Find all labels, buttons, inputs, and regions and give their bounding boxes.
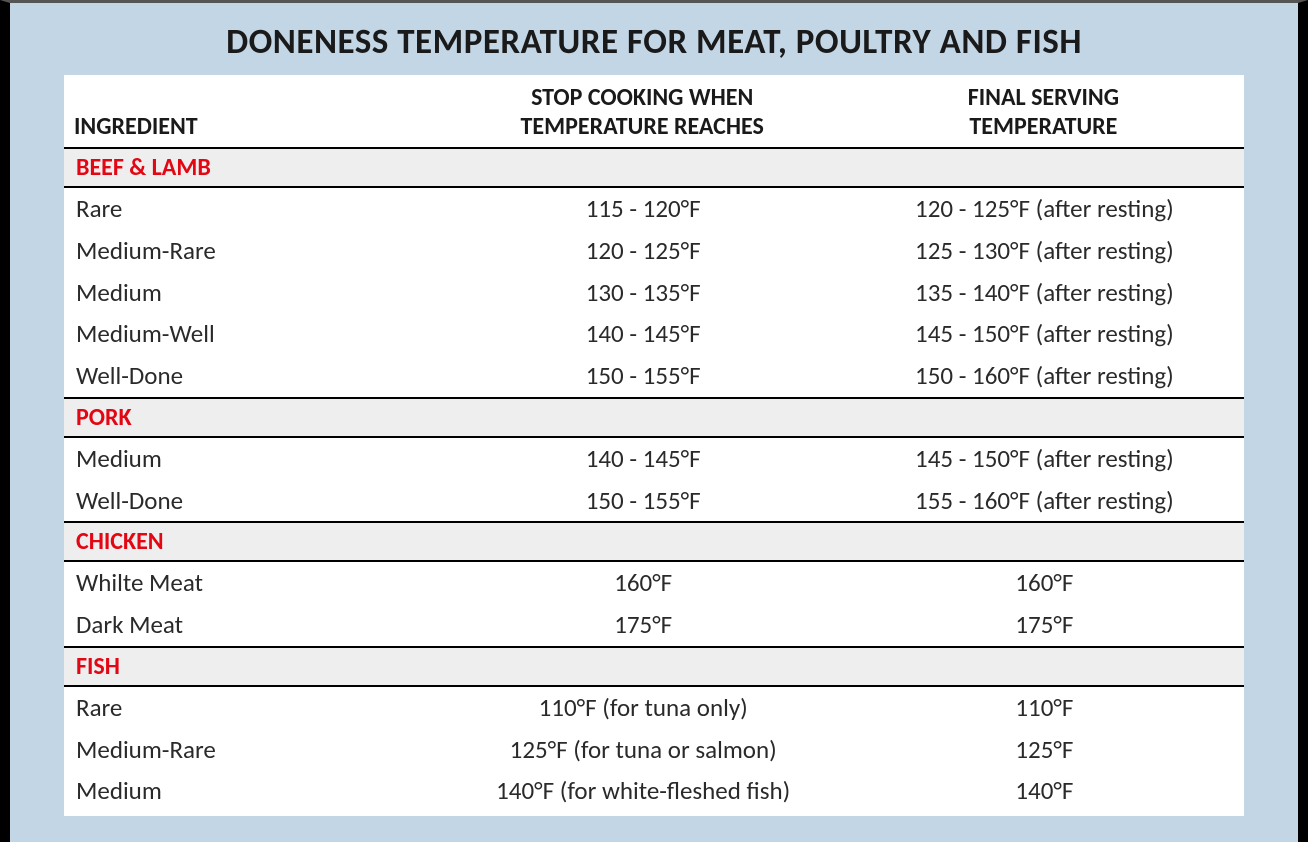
col-header-ingredient-text: INGREDIENT [74,112,198,141]
col-header-stop-text: STOP COOKING WHENTEMPERATURE REACHES [521,83,764,141]
cell-stop: 140 - 145°F [442,313,843,355]
section-name: FISH [64,647,1244,686]
table-row: Medium-Rare 120 - 125°F 125 - 130°F (aft… [64,230,1244,272]
table-row: Rare 115 - 120°F 120 - 125°F (after rest… [64,187,1244,230]
cell-final: 110°F [843,686,1244,729]
col-header-ingredient: INGREDIENT [64,75,442,148]
cell-final: 140°F [843,770,1244,816]
cell-final: 175°F [843,604,1244,647]
cell-final: 125°F [843,729,1244,771]
cell-stop: 140 - 145°F [442,437,843,480]
chart-frame: DONENESS TEMPERATURE FOR MEAT, POULTRY A… [0,0,1308,842]
chart-title: DONENESS TEMPERATURE FOR MEAT, POULTRY A… [64,21,1244,63]
cell-stop: 150 - 155°F [442,480,843,523]
cell-ingredient: Rare [64,686,442,729]
cell-final: 135 - 140°F (after resting) [843,272,1244,314]
section-header: CHICKEN [64,522,1244,561]
section-header: PORK [64,398,1244,437]
table-row: Medium 130 - 135°F 135 - 140°F (after re… [64,272,1244,314]
cell-stop: 160°F [442,561,843,604]
cell-ingredient: Medium-Rare [64,230,442,272]
cell-stop: 110°F (for tuna only) [442,686,843,729]
cell-ingredient: Dark Meat [64,604,442,647]
table-row: Medium-Well 140 - 145°F 145 - 150°F (aft… [64,313,1244,355]
cell-final: 160°F [843,561,1244,604]
cell-ingredient: Whilte Meat [64,561,442,604]
table-row: Dark Meat 175°F 175°F [64,604,1244,647]
col-header-stop: STOP COOKING WHENTEMPERATURE REACHES [442,75,843,148]
cell-stop: 140°F (for white-fleshed fish) [442,770,843,816]
cell-ingredient: Well-Done [64,355,442,398]
cell-stop: 175°F [442,604,843,647]
section-name: CHICKEN [64,522,1244,561]
table-head: INGREDIENT STOP COOKING WHENTEMPERATURE … [64,75,1244,148]
cell-final: 150 - 160°F (after resting) [843,355,1244,398]
temperature-table: INGREDIENT STOP COOKING WHENTEMPERATURE … [64,75,1244,816]
cell-ingredient: Rare [64,187,442,230]
section-name: PORK [64,398,1244,437]
cell-final: 155 - 160°F (after resting) [843,480,1244,523]
table-body: BEEF & LAMB Rare 115 - 120°F 120 - 125°F… [64,148,1244,816]
table-row: Whilte Meat 160°F 160°F [64,561,1244,604]
table-row: Well-Done 150 - 155°F 150 - 160°F (after… [64,355,1244,398]
cell-ingredient: Medium [64,770,442,816]
cell-stop: 125°F (for tuna or salmon) [442,729,843,771]
col-header-final-text: FINAL SERVINGTEMPERATURE [968,83,1119,141]
cell-stop: 150 - 155°F [442,355,843,398]
table-row: Medium-Rare 125°F (for tuna or salmon) 1… [64,729,1244,771]
table-wrap: INGREDIENT STOP COOKING WHENTEMPERATURE … [64,75,1244,816]
cell-ingredient: Medium-Rare [64,729,442,771]
cell-ingredient: Medium [64,272,442,314]
col-header-final: FINAL SERVINGTEMPERATURE [843,75,1244,148]
section-header: FISH [64,647,1244,686]
cell-stop: 115 - 120°F [442,187,843,230]
table-row: Medium 140°F (for white-fleshed fish) 14… [64,770,1244,816]
cell-stop: 130 - 135°F [442,272,843,314]
cell-ingredient: Medium [64,437,442,480]
section-header: BEEF & LAMB [64,148,1244,187]
section-name: BEEF & LAMB [64,148,1244,187]
cell-final: 125 - 130°F (after resting) [843,230,1244,272]
cell-ingredient: Well-Done [64,480,442,523]
cell-final: 145 - 150°F (after resting) [843,437,1244,480]
table-row: Medium 140 - 145°F 145 - 150°F (after re… [64,437,1244,480]
table-row: Rare 110°F (for tuna only) 110°F [64,686,1244,729]
cell-final: 145 - 150°F (after resting) [843,313,1244,355]
cell-final: 120 - 125°F (after resting) [843,187,1244,230]
cell-ingredient: Medium-Well [64,313,442,355]
cell-stop: 120 - 125°F [442,230,843,272]
table-row: Well-Done 150 - 155°F 155 - 160°F (after… [64,480,1244,523]
